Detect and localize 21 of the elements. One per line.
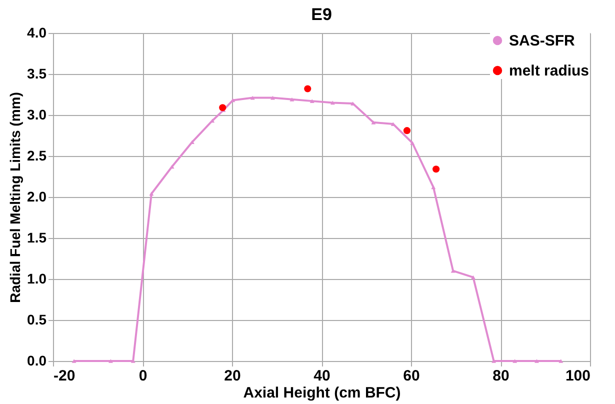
x-axis-title: Axial Height (cm BFC) [243, 384, 401, 402]
x-tick-label: 60 [403, 368, 420, 384]
y-tick-label: 0.0 [27, 352, 47, 368]
y-tick-label: 3.0 [27, 106, 47, 122]
x-tick-label: 80 [492, 368, 510, 384]
x-tick-label: 20 [224, 368, 241, 384]
x-tick-label: -20 [54, 368, 76, 384]
y-tick-label: 2.5 [27, 148, 47, 164]
y-tick-label: 4.0 [27, 24, 47, 40]
chart-title: E9 [311, 5, 332, 24]
x-tick-label: 0 [138, 368, 148, 384]
legend-label: SAS-SFR [509, 32, 576, 50]
x-tick-label: 100 [565, 368, 590, 384]
y-tick-label: 2.0 [27, 188, 47, 204]
legend-label: melt radius [509, 62, 590, 80]
y-tick-label: 1.0 [27, 270, 47, 286]
y-axis-title: Radial Fuel Melting Limits (mm) [7, 92, 24, 303]
y-tick-label: 0.5 [27, 312, 47, 328]
x-tick-label: 40 [314, 368, 330, 384]
y-tick-label: 1.5 [27, 230, 47, 246]
y-tick-label: 3.5 [27, 66, 47, 82]
